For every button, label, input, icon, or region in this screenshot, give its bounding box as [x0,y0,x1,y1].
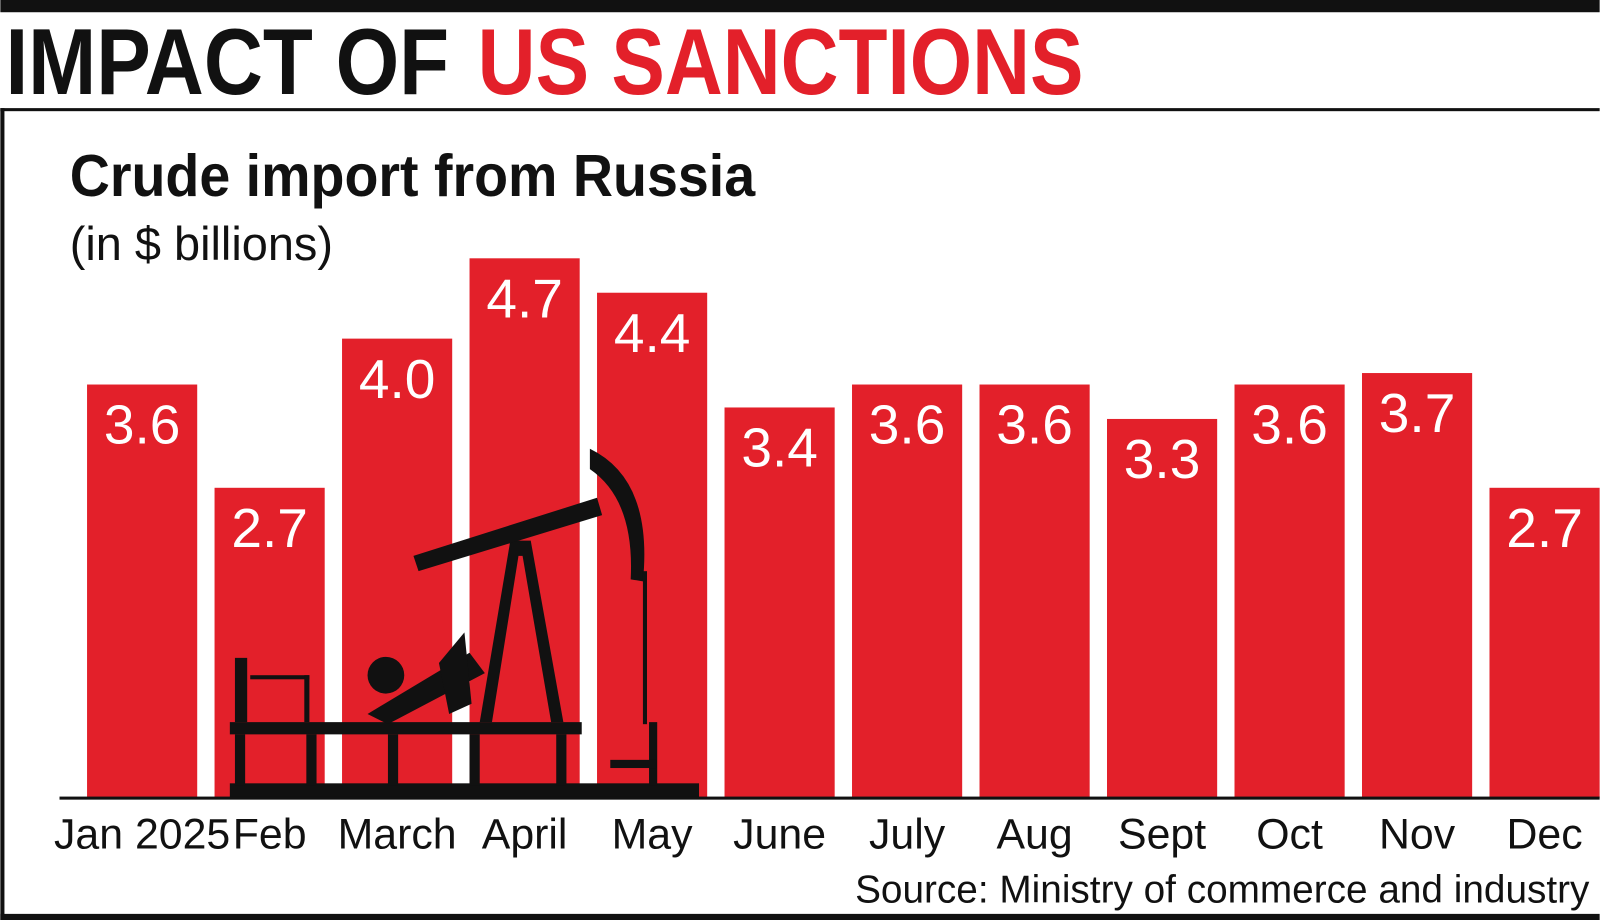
bar [1361,373,1473,798]
value-label: 3.3 [1124,428,1201,490]
x-tick-label: Nov [1379,811,1456,859]
x-tick-label: Sept [1118,811,1206,859]
bar [979,384,1090,798]
value-label: 3.6 [869,394,946,456]
baseline [59,796,1600,800]
source-note: Source: Ministry of commerce and industr… [855,869,1590,912]
x-tick-label: March [338,811,457,859]
oil-pump-illustration [229,448,700,798]
bar [87,384,198,798]
bar [852,384,963,798]
x-tick-label: Jan 2025 [54,811,230,859]
x-tick-label: April [482,811,568,859]
bar [1107,418,1218,798]
top-rule [0,0,1600,13]
value-label: 4.0 [359,348,436,410]
bar [342,338,453,798]
x-tick-label: Oct [1256,811,1323,859]
value-label: 3.4 [741,417,818,479]
chart-subtitle: Crude import from Russia [70,142,756,209]
x-tick-label: Feb [233,811,307,859]
bar [1234,384,1345,798]
value-label: 3.6 [104,394,181,456]
value-label: 3.6 [1251,394,1328,456]
bars [87,258,1600,798]
value-label: 4.4 [614,302,691,364]
value-label: 2.7 [231,497,308,559]
value-label: 2.7 [1506,497,1583,559]
value-label: 3.7 [1379,382,1456,444]
bottom-border [0,913,1600,920]
title-rule [0,108,1600,112]
bar [597,292,708,798]
chart-title-highlight: US SANCTIONS [478,9,1084,114]
x-tick-label: Dec [1506,811,1582,859]
x-tick-label: Aug [996,811,1072,859]
left-border [0,108,5,920]
chart-title: IMPACT OF [5,9,449,114]
value-label: 3.6 [996,394,1073,456]
bar [724,407,835,798]
bar [1489,487,1600,798]
x-tick-label: June [733,811,826,859]
value-label: 4.7 [486,267,563,329]
x-tick-label: May [612,811,693,859]
x-tick-label: July [869,811,946,859]
unit-label: (in $ billions) [70,218,333,270]
